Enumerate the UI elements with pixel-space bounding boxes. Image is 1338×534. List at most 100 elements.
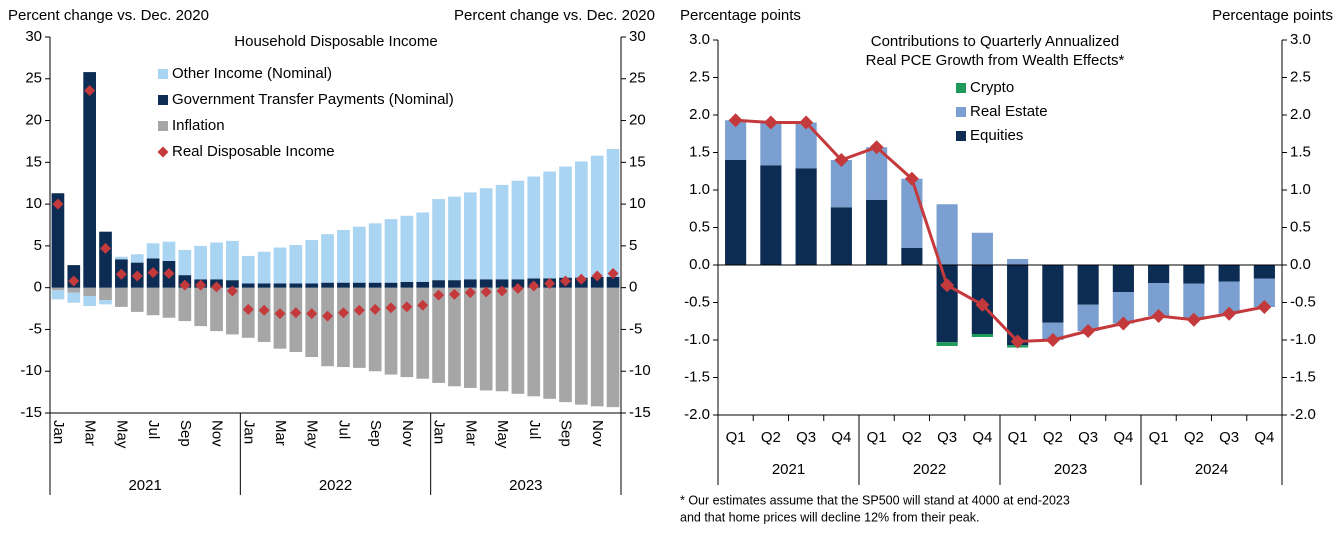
x-tick-label: Q4: [1254, 429, 1274, 446]
bar-segment: [384, 219, 398, 283]
bar-segment: [795, 122, 817, 169]
y-tick-label: -1.5: [684, 368, 710, 385]
bar-segment: [321, 287, 334, 367]
y-tick-label: 10: [25, 195, 42, 212]
bar-segment: [99, 231, 112, 288]
bar-segment: [527, 176, 541, 279]
legend-swatch: [956, 83, 966, 93]
x-tick-label: Nov: [399, 420, 416, 447]
diamond-marker: [512, 283, 524, 295]
diamond-marker: [904, 171, 919, 186]
bar-segment: [241, 283, 255, 288]
x-tick-label: Q1: [1008, 429, 1028, 446]
y2-tick-label: 0.0: [1290, 256, 1311, 273]
bar-segment: [99, 287, 112, 301]
bar-segment: [760, 122, 782, 166]
diamond-marker: [52, 198, 64, 210]
x-group-label: 2022: [319, 477, 352, 494]
y2-axis-label: Percentage points: [1212, 7, 1333, 24]
bar-segment: [511, 180, 525, 280]
bar-segment: [400, 281, 414, 288]
bar-segment: [416, 212, 430, 282]
y-tick-label: 25: [25, 70, 42, 87]
bar-segment: [305, 240, 319, 284]
bar-segment: [559, 166, 572, 278]
bar-segment: [1148, 265, 1170, 283]
x-tick-label: Sep: [367, 420, 384, 447]
diamond-marker: [131, 270, 143, 282]
y-tick-label: 5: [34, 237, 42, 254]
bar-segment: [606, 148, 620, 277]
bar-segment: [1253, 265, 1275, 279]
diamond-marker: [544, 277, 556, 289]
diamond-marker: [68, 275, 80, 287]
bar-segment: [936, 265, 958, 343]
bar-segment: [495, 279, 509, 288]
bar-segment: [289, 283, 303, 288]
bar-segment: [384, 287, 398, 375]
bar-segment: [305, 283, 319, 288]
bar-segment: [194, 287, 208, 327]
bar-segment: [1112, 292, 1134, 324]
bar-segment: [352, 226, 366, 283]
legend-marker: [157, 146, 169, 158]
legend-label: Crypto: [970, 79, 1014, 96]
bar-segment: [51, 193, 65, 288]
x-tick-label: Jan: [50, 420, 67, 444]
legend-label: Real Disposable Income: [172, 143, 335, 160]
bar-segment: [543, 171, 556, 279]
bar-segment: [178, 250, 192, 276]
diamond-marker: [464, 287, 476, 299]
diamond-marker: [258, 304, 270, 316]
y2-tick-label: 0: [629, 279, 637, 296]
bar-segment: [432, 280, 445, 288]
y-tick-label: -0.5: [684, 293, 710, 310]
bar-segment: [115, 287, 128, 307]
footnote: and that home prices will decline 12% fr…: [680, 510, 979, 524]
y-axis-label: Percent change vs. Dec. 2020: [8, 7, 209, 24]
bar-segment: [901, 178, 923, 248]
bar-segment: [1218, 281, 1240, 314]
bar-segment: [1183, 265, 1205, 284]
y2-tick-label: -15: [629, 404, 651, 421]
diamond-marker: [834, 153, 849, 167]
x-tick-label: Mar: [272, 420, 289, 446]
y2-tick-label: 2.5: [1290, 68, 1311, 85]
y-tick-label: -15: [20, 404, 42, 421]
diamond-marker: [211, 281, 223, 293]
y2-tick-label: 15: [629, 153, 646, 170]
y2-tick-label: -5: [629, 320, 642, 337]
bar-segment: [210, 242, 223, 280]
bar-segment: [67, 287, 81, 293]
legend-swatch: [956, 107, 966, 117]
diamond-marker: [226, 285, 238, 297]
x-tick-label: Q4: [1113, 429, 1133, 446]
bar-segment: [830, 207, 852, 265]
y-tick-label: -2.0: [684, 406, 710, 423]
bar-segment: [257, 251, 271, 284]
y-tick-label: 1.0: [689, 181, 710, 198]
x-group-label: 2021: [128, 477, 161, 494]
bar-segment: [606, 287, 620, 408]
bar-segment: [936, 342, 958, 346]
bar-segment: [51, 287, 65, 291]
bar-segment: [760, 165, 782, 265]
bar-segment: [162, 287, 176, 318]
bar-segment: [337, 282, 350, 288]
y2-tick-label: 5: [629, 237, 637, 254]
bar-segment: [559, 287, 572, 403]
bar-segment: [130, 254, 144, 263]
x-tick-label: Jan: [240, 420, 257, 444]
bar-segment: [178, 287, 192, 322]
bar-segment: [368, 282, 382, 288]
diamond-marker: [480, 286, 492, 298]
x-tick-label: Q3: [1078, 429, 1098, 446]
diamond-marker: [417, 299, 429, 311]
bar-segment: [725, 160, 747, 265]
diamond-marker: [975, 297, 990, 312]
x-tick-label: Jan: [431, 420, 448, 444]
y2-tick-label: 25: [629, 70, 646, 87]
y2-tick-label: 0.5: [1290, 218, 1311, 235]
footnote: * Our estimates assume that the SP500 wi…: [680, 493, 1070, 507]
